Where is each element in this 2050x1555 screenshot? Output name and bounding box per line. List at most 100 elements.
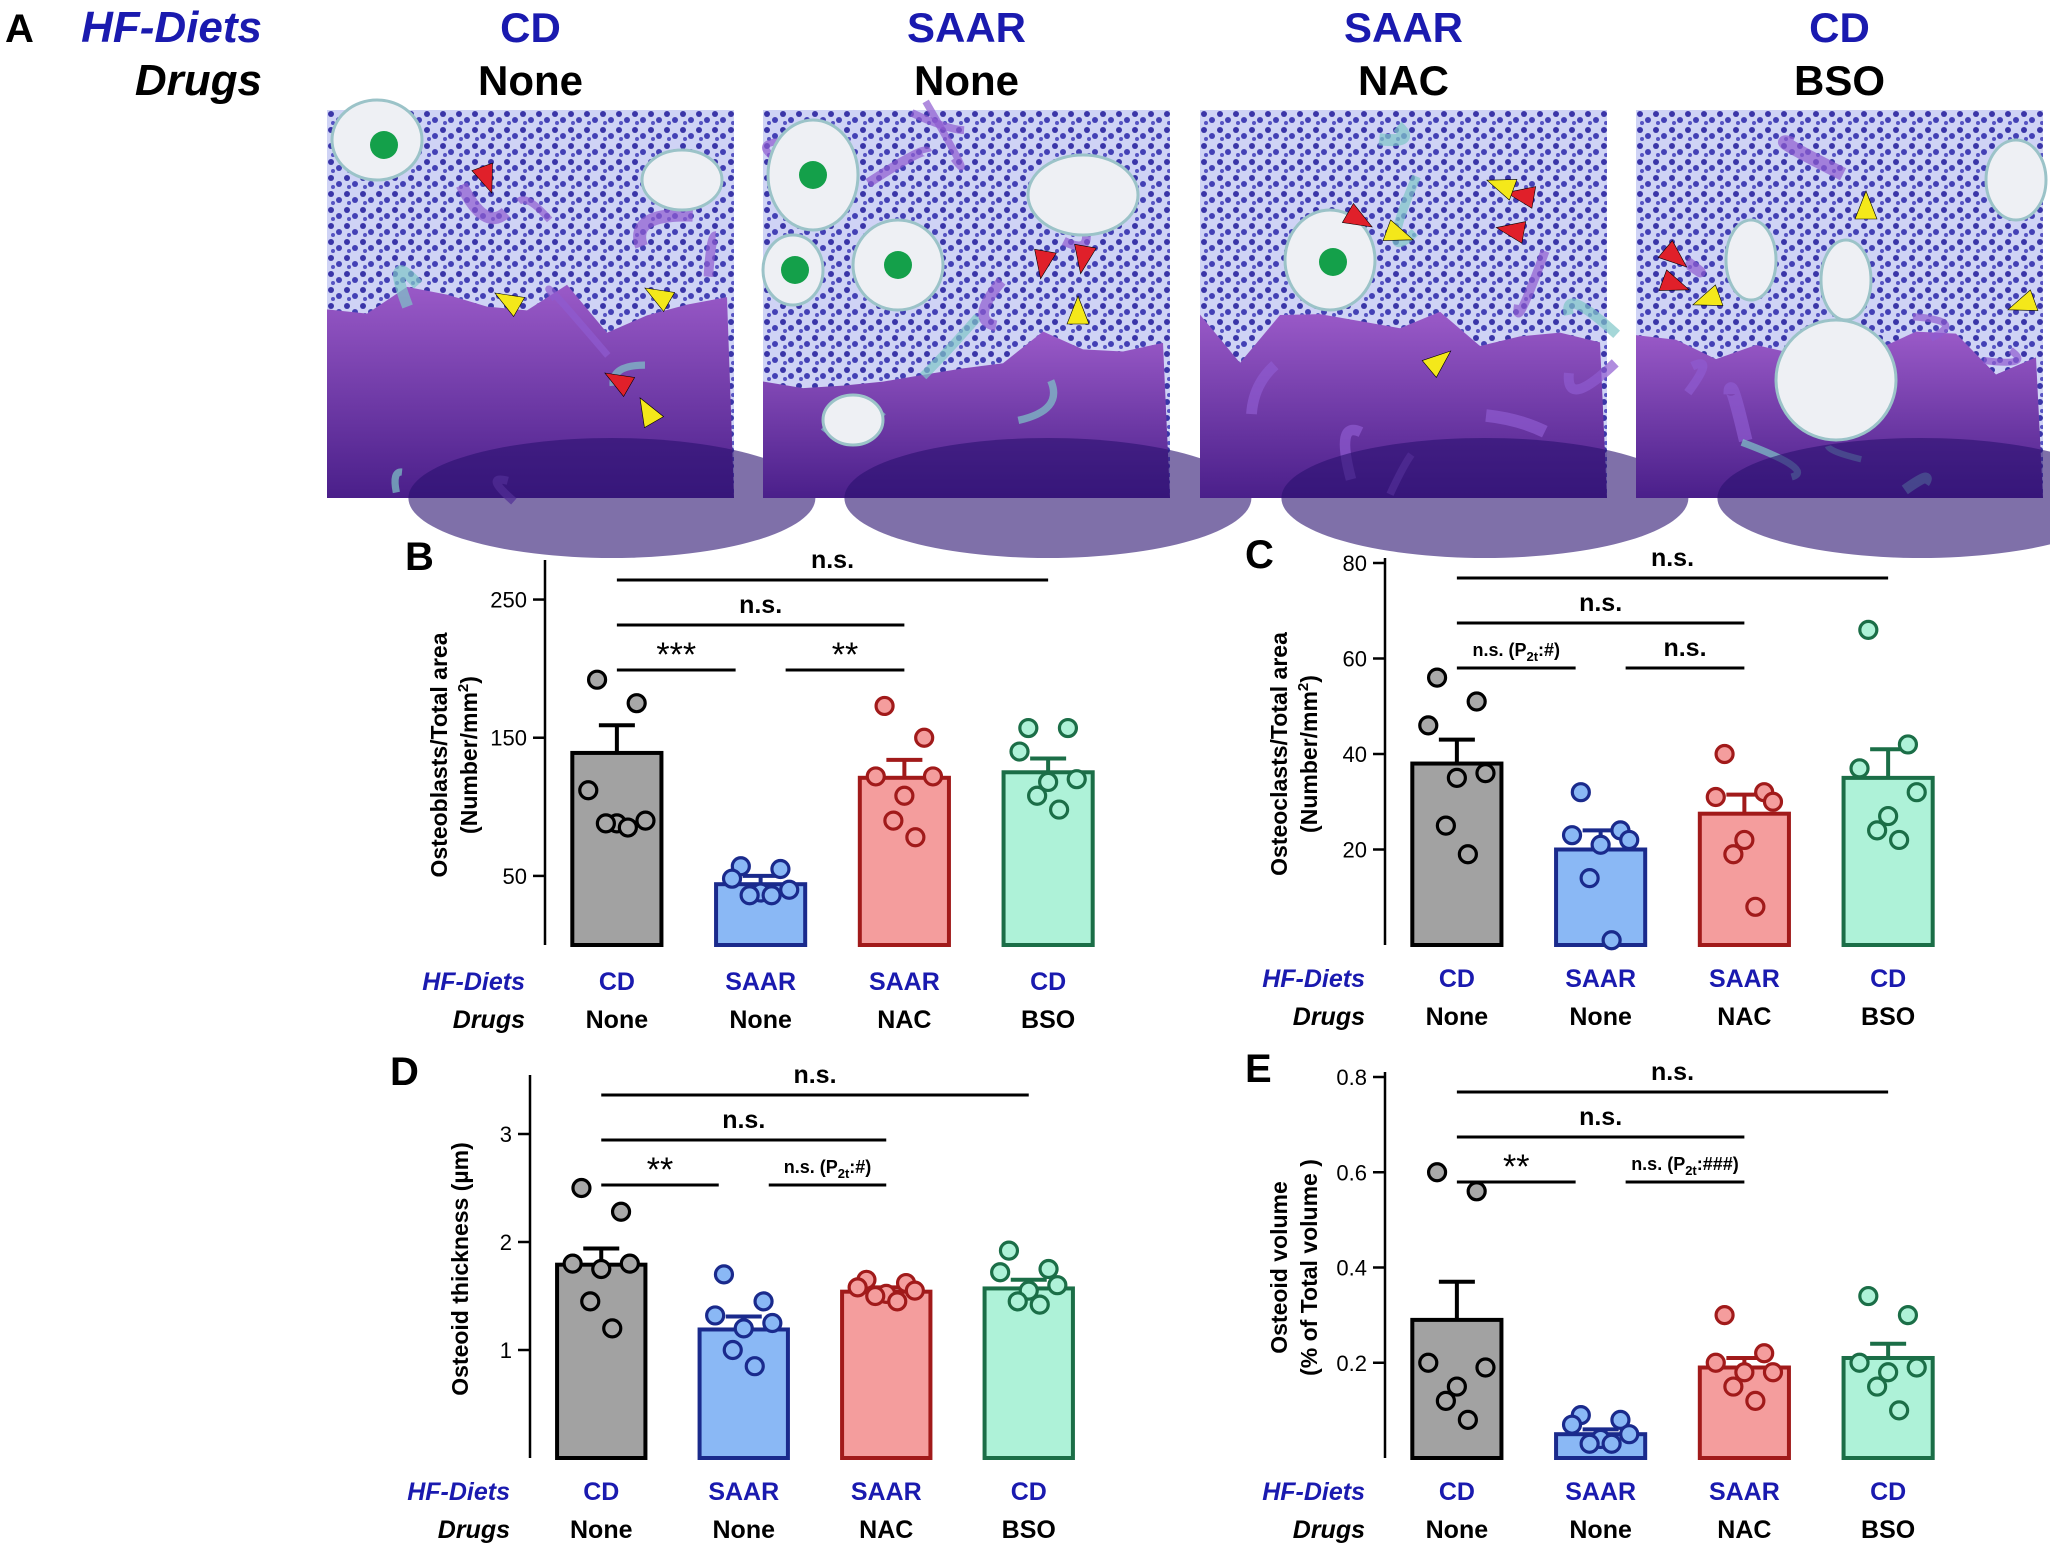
data-point [1723, 1376, 1744, 1397]
data-point [1878, 805, 1899, 827]
data-point [1007, 1291, 1028, 1312]
data-point [1426, 667, 1448, 688]
x-label-diet: CD [1870, 965, 1906, 993]
data-point [865, 1285, 886, 1307]
column-diet-label: CD [500, 4, 561, 51]
panel-letter: D [390, 1050, 419, 1094]
data-point [1858, 1285, 1879, 1307]
x-label-drug: None [1426, 1003, 1489, 1031]
x-row-label-hf-diets: HF-Diets [407, 1478, 510, 1506]
y-axis-label-line2: (Number/mm2) [1295, 675, 1322, 833]
x-label-drug: None [1569, 1516, 1632, 1544]
data-point [1610, 1409, 1631, 1431]
y-tick-label: 2 [500, 1230, 512, 1255]
marrow-fat-vacuole [1724, 218, 1778, 302]
bar-saar-nac [1697, 1365, 1791, 1460]
panel-a: A HF-Diets Drugs CD None SAAR None SAAR NAC CD… [5, 3, 2050, 558]
data-point [1705, 1352, 1726, 1373]
data-point [635, 810, 656, 831]
yellow-arrowhead-icon [494, 292, 526, 318]
data-point [721, 868, 743, 889]
red-arrowhead-icon [604, 372, 636, 398]
marrow-fat-vacuole [821, 393, 885, 447]
significance-label: n.s. [1651, 544, 1694, 572]
data-point [1057, 717, 1079, 739]
x-label-drug: NAC [1717, 1003, 1771, 1031]
x-label-diet: CD [1439, 965, 1475, 993]
yellow-arrowhead-icon [1421, 350, 1452, 378]
data-point [1066, 769, 1087, 790]
data-point [762, 1312, 783, 1334]
x-label-diet: CD [1870, 1478, 1906, 1506]
data-point [1745, 896, 1766, 917]
data-point [1018, 717, 1039, 739]
bar-cd-none [1410, 761, 1504, 947]
yellow-arrowhead-icon [644, 287, 676, 313]
data-point [571, 1177, 592, 1199]
data-point [705, 1305, 726, 1326]
x-row-label-drugs: Drugs [1293, 1516, 1365, 1544]
x-label-diet: SAAR [708, 1478, 779, 1506]
significance-label: n.s. [1579, 589, 1622, 617]
data-point [1714, 743, 1735, 765]
data-point [580, 1291, 601, 1312]
data-point [1579, 1433, 1600, 1454]
data-point [1723, 844, 1744, 865]
data-point [1561, 1414, 1583, 1435]
data-point [1027, 785, 1048, 806]
data-point [1889, 829, 1910, 851]
x-label-diet: SAAR [869, 968, 940, 996]
row-label-drugs: Drugs [135, 56, 262, 105]
column-diet-label: SAAR [1344, 4, 1463, 51]
data-point [1049, 799, 1070, 820]
bar-cd-none [555, 1262, 648, 1461]
data-point [1601, 1433, 1622, 1454]
x-row-label-drugs: Drugs [1293, 1003, 1365, 1031]
red-arrowhead-icon [1341, 202, 1373, 228]
red-arrowhead-icon [1074, 243, 1097, 275]
data-point [1754, 1343, 1775, 1364]
data-point [847, 1277, 868, 1298]
data-point [619, 1253, 640, 1274]
data-point [602, 1318, 623, 1339]
marrow-fat-vacuole [1984, 138, 2048, 222]
data-point [1446, 767, 1467, 788]
row-label-hf-diets: HF-Diets [81, 3, 262, 52]
y-axis-label-line2: (Number/mm2) [455, 676, 482, 834]
x-row-label-hf-diets: HF-Diets [422, 968, 525, 996]
data-point [1475, 1357, 1496, 1378]
data-point [1897, 734, 1919, 755]
data-point [1619, 1424, 1640, 1445]
x-label-drug: None [570, 1516, 633, 1544]
red-arrowhead-icon [471, 162, 493, 194]
significance-label: n.s. (P2t:#) [784, 1157, 872, 1181]
panel-letter: E [1245, 1047, 1272, 1091]
data-point [1570, 782, 1591, 803]
x-row-label-hf-diets: HF-Diets [1262, 1478, 1365, 1506]
x-label-diet: SAAR [1709, 1478, 1780, 1506]
data-point [865, 766, 886, 787]
x-label-diet: CD [1030, 968, 1066, 996]
data-point [1619, 829, 1640, 851]
data-point [1734, 829, 1755, 851]
red-arrowhead-icon [1034, 248, 1057, 280]
data-point [1867, 820, 1888, 841]
yellow-arrowhead-icon [1486, 179, 1518, 201]
yellow-arrowhead-icon [1382, 219, 1414, 241]
green-dot-marker-icon [370, 131, 398, 159]
significance-label: n.s. [811, 546, 854, 574]
bar-cd-bso [982, 1286, 1075, 1460]
data-point [1466, 691, 1487, 712]
data-point [770, 858, 791, 880]
y-tick-label: 0.8 [1336, 1065, 1367, 1090]
data-point [1446, 1376, 1467, 1397]
micrograph-saar-nac [1200, 110, 1689, 558]
x-label-drug: None [1569, 1003, 1632, 1031]
chart-panel-d: D 1 2 3 Osteoid thickness (µm) CD None SAAR None… [390, 1050, 1075, 1544]
data-point [1435, 1390, 1456, 1411]
data-point [1009, 741, 1030, 762]
column-drug-label: NAC [1358, 57, 1449, 104]
data-point [874, 695, 895, 717]
data-point [595, 813, 616, 834]
